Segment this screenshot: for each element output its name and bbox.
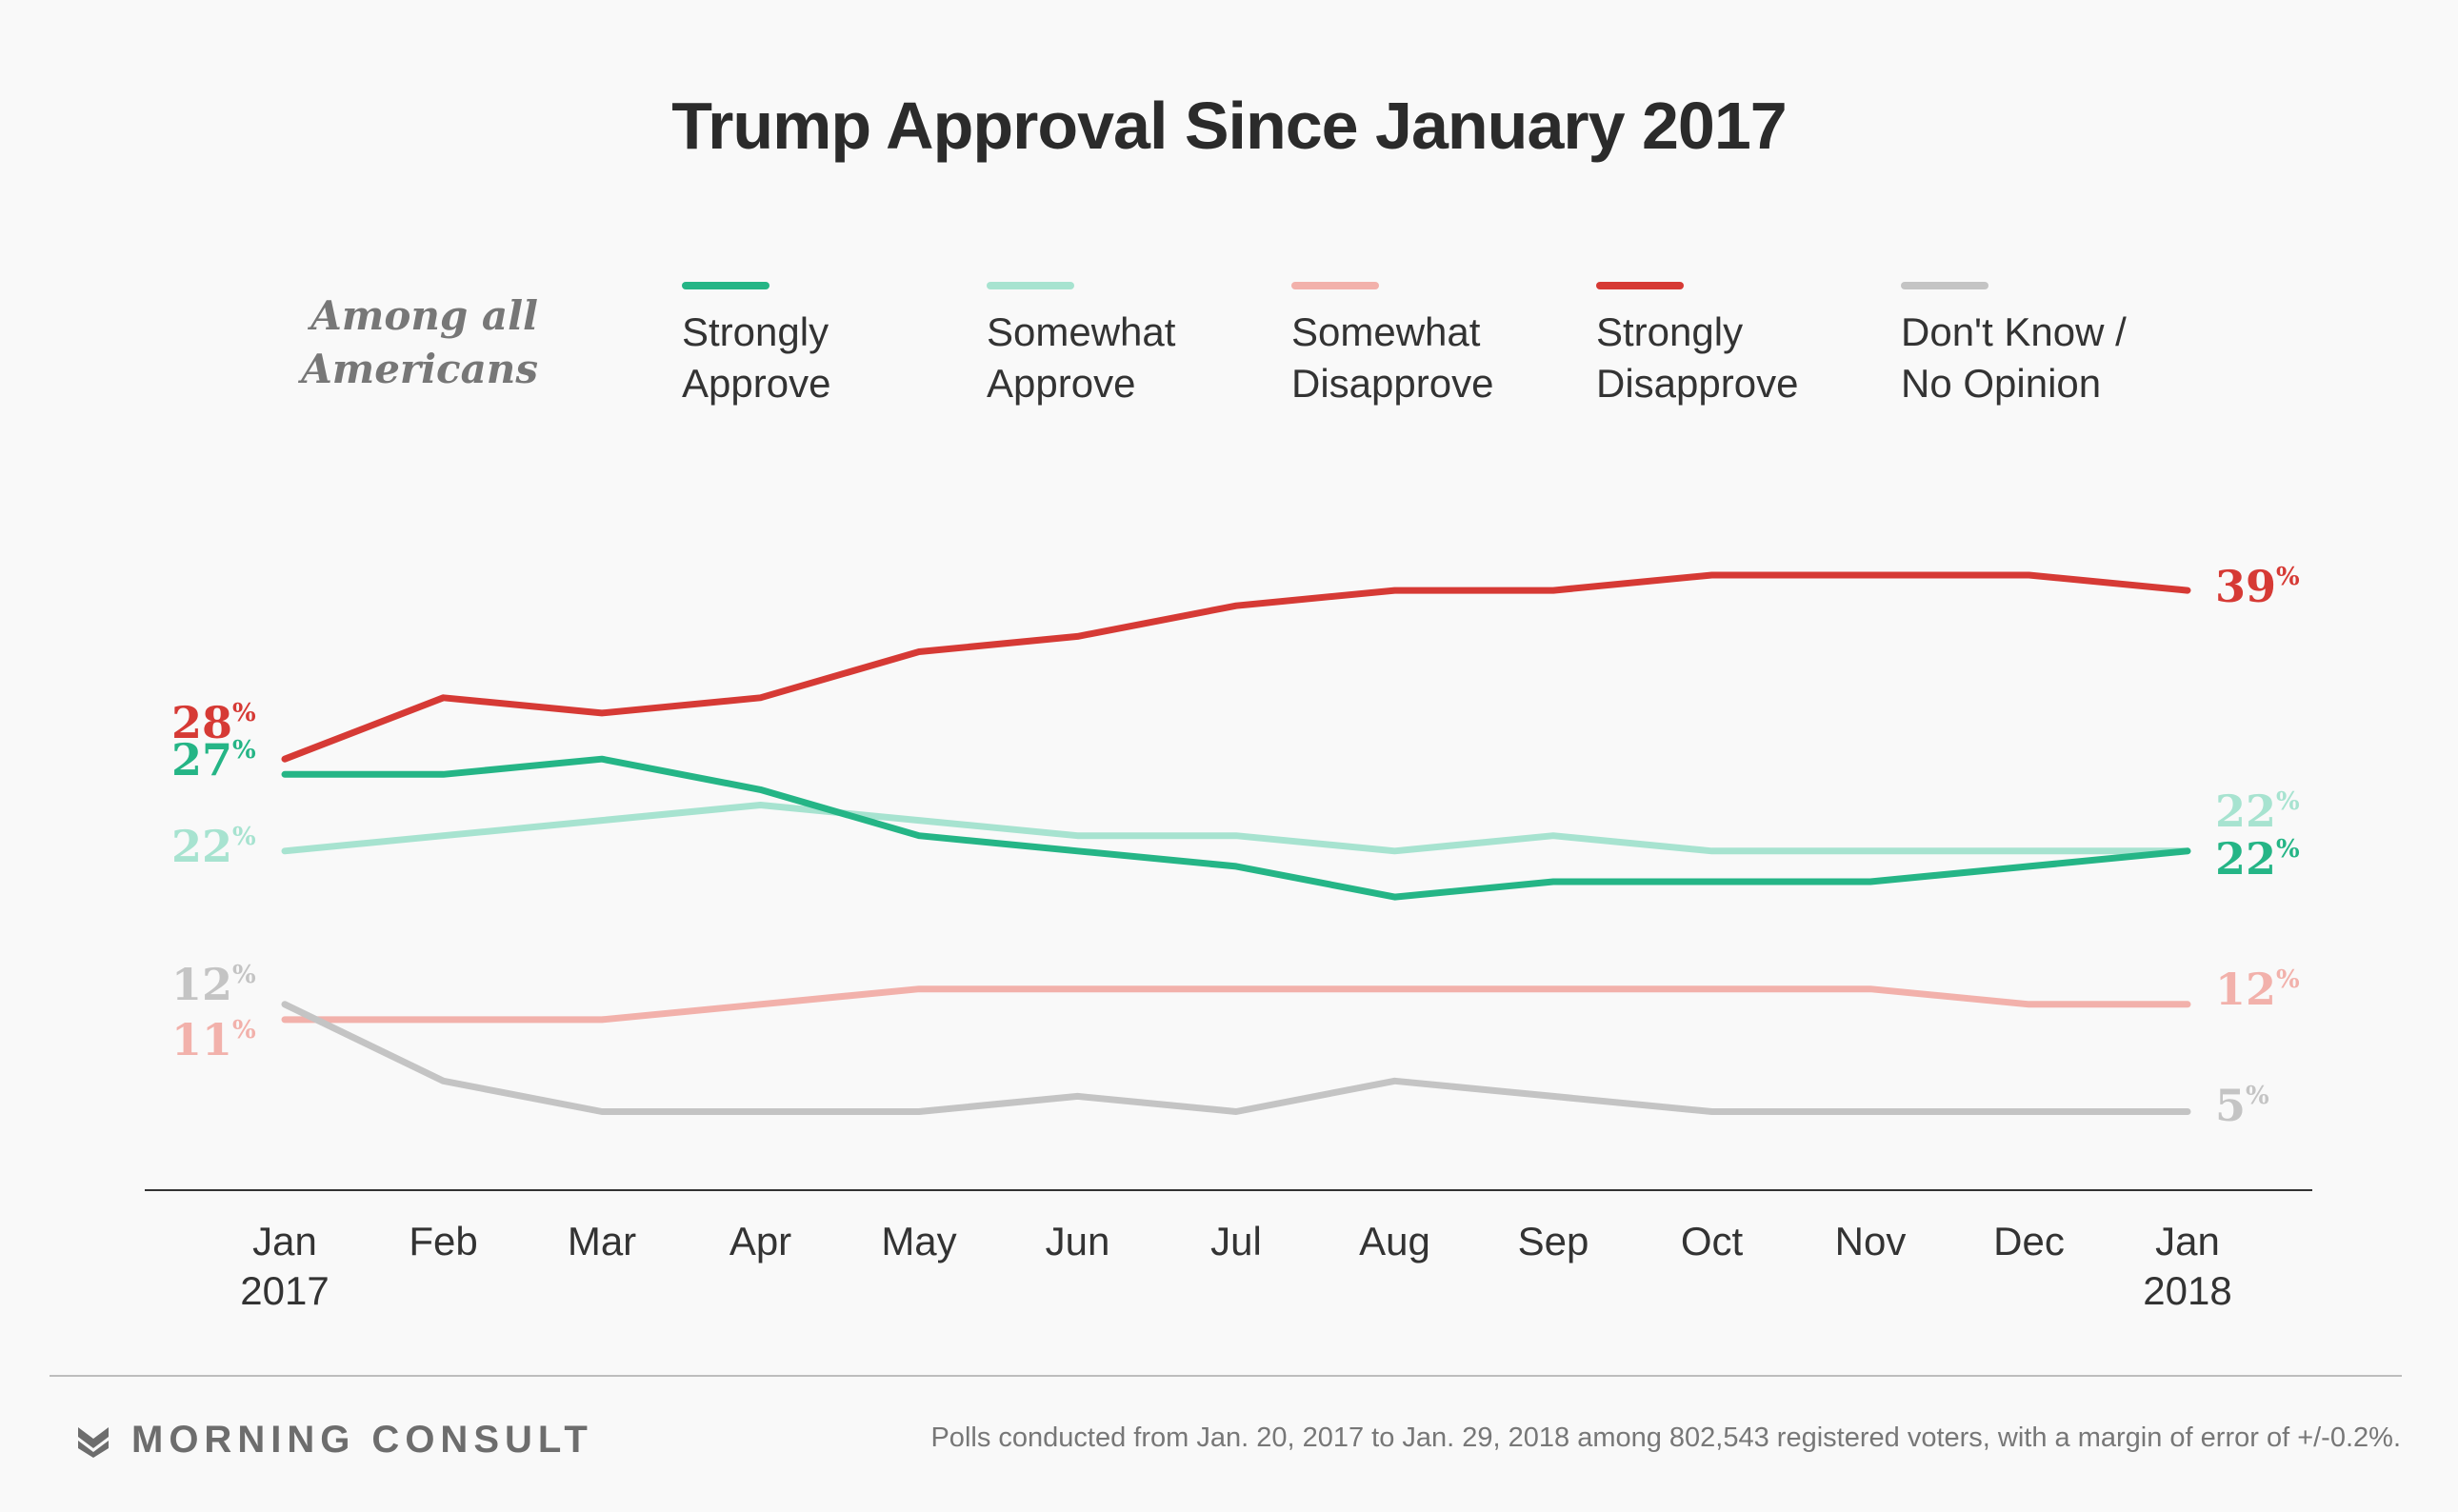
legend-item-dont-know: Don't Know / No Opinion bbox=[1901, 282, 2187, 409]
x-tick-label: Dec bbox=[1993, 1219, 2065, 1263]
end-value-label: 22% bbox=[2215, 786, 2300, 837]
brand-logo: MORNING CONSULT bbox=[76, 1419, 593, 1462]
series-line bbox=[281, 985, 2191, 1024]
legend-swatch bbox=[682, 282, 769, 289]
x-tick-label: Apr bbox=[729, 1219, 791, 1263]
x-tick-label: Jul bbox=[1210, 1219, 1262, 1263]
x-tick-label: Aug bbox=[1359, 1219, 1430, 1263]
footer-divider bbox=[50, 1375, 2402, 1377]
end-value-label: 5% bbox=[2215, 1080, 2269, 1131]
footnote: Polls conducted from Jan. 20, 2017 to Ja… bbox=[930, 1422, 2401, 1453]
legend-item-somewhat-disapprove: Somewhat Disapprove bbox=[1291, 282, 1577, 409]
legend-label: Strongly Approve bbox=[682, 309, 831, 406]
legend-swatch bbox=[1291, 282, 1379, 289]
x-tick-label: Mar bbox=[568, 1219, 636, 1263]
x-tick-label: Sep bbox=[1518, 1219, 1589, 1263]
start-value-label: 22% bbox=[171, 821, 256, 872]
series-line bbox=[281, 802, 2191, 855]
start-value-label: 27% bbox=[171, 734, 256, 786]
series-line bbox=[281, 571, 2191, 763]
x-tick-label: Jun bbox=[1046, 1219, 1110, 1263]
end-value-label: 39% bbox=[2215, 561, 2300, 612]
legend-swatch bbox=[987, 282, 1074, 289]
x-tick-label: Feb bbox=[409, 1219, 477, 1263]
x-tick-label: May bbox=[881, 1219, 956, 1263]
chart-title: Trump Approval Since January 2017 bbox=[671, 89, 1787, 163]
legend-item-strongly-approve: Strongly Approve bbox=[682, 282, 968, 409]
start-value-label: 28% bbox=[171, 697, 256, 748]
x-tick-label: Jan 2017 bbox=[240, 1219, 329, 1313]
legend-item-strongly-disapprove: Strongly Disapprove bbox=[1596, 282, 1882, 409]
legend-label: Somewhat Disapprove bbox=[1291, 309, 1494, 406]
legend-label: Don't Know / No Opinion bbox=[1901, 309, 2127, 406]
end-value-label: 12% bbox=[2215, 964, 2300, 1015]
legend-label: Strongly Disapprove bbox=[1596, 309, 1799, 406]
start-value-label: 12% bbox=[171, 959, 256, 1010]
end-value-label: 22% bbox=[2215, 833, 2300, 885]
legend-item-somewhat-approve: Somewhat Approve bbox=[987, 282, 1272, 409]
legend-swatch bbox=[1901, 282, 1988, 289]
series-line bbox=[281, 755, 2191, 901]
brand-name: MORNING CONSULT bbox=[131, 1419, 593, 1461]
start-value-label: 11% bbox=[171, 1014, 256, 1065]
line-chart: Jan 2017 Feb Mar Apr May Jun Jul Aug Sep Oct Nov Dec… bbox=[145, 561, 2312, 1313]
x-tick-label: Jan 2018 bbox=[2143, 1219, 2231, 1313]
legend-label: Somewhat Approve bbox=[987, 309, 1176, 406]
x-tick-label: Oct bbox=[1681, 1219, 1744, 1263]
legend-swatch bbox=[1596, 282, 1684, 289]
chart-subtitle: Among all Americans bbox=[301, 292, 538, 392]
series-line bbox=[281, 1001, 2191, 1115]
morning-consult-logo-icon bbox=[78, 1426, 109, 1458]
x-tick-label: Nov bbox=[1835, 1219, 1907, 1263]
